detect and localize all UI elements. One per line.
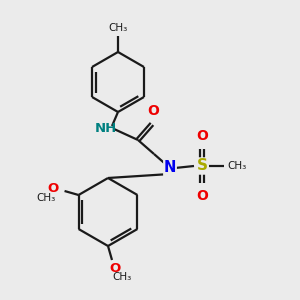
Text: N: N <box>164 160 176 175</box>
Text: NH: NH <box>95 122 117 134</box>
Text: O: O <box>110 262 121 275</box>
Text: CH₃: CH₃ <box>227 161 246 171</box>
Text: O: O <box>196 129 208 143</box>
Text: CH₃: CH₃ <box>36 193 55 203</box>
Text: CH₃: CH₃ <box>108 23 128 33</box>
Text: O: O <box>196 189 208 203</box>
Text: S: S <box>196 158 208 173</box>
Text: O: O <box>147 104 159 118</box>
Text: CH₃: CH₃ <box>112 272 132 282</box>
Text: O: O <box>47 182 58 194</box>
